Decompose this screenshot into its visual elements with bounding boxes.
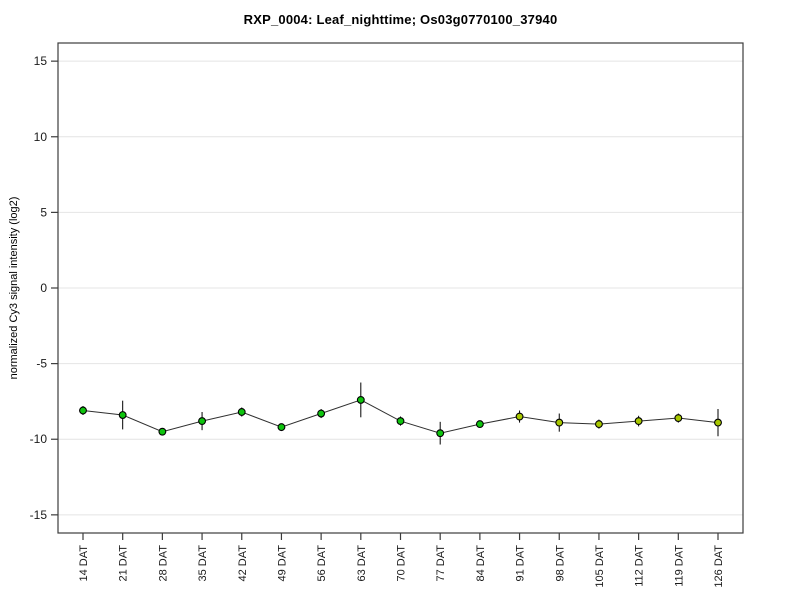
x-tick-label: 70 DAT: [396, 545, 408, 582]
data-point: [555, 418, 564, 427]
x-tick-label: 91 DAT: [515, 545, 527, 582]
data-point: [436, 429, 445, 438]
y-tick-label: -15: [30, 508, 48, 522]
x-tick-label: 42 DAT: [237, 545, 249, 582]
x-tick-label: 63 DAT: [356, 545, 368, 582]
data-point: [198, 417, 207, 426]
x-tick-label: 105 DAT: [594, 545, 606, 588]
x-tick-label: 84 DAT: [475, 545, 487, 582]
data-point: [475, 420, 484, 429]
x-tick-label: 112 DAT: [634, 545, 646, 587]
x-tick-label: 35 DAT: [197, 545, 209, 582]
data-point: [515, 412, 524, 421]
x-tick-label: 98 DAT: [554, 545, 566, 582]
y-tick-label: 5: [40, 205, 47, 219]
y-tick-label: 0: [40, 281, 47, 295]
data-point: [356, 395, 365, 404]
data-point: [674, 414, 683, 423]
data-point: [317, 409, 326, 418]
y-tick-label: 15: [34, 54, 48, 68]
x-tick-label: 49 DAT: [276, 545, 288, 582]
y-tick-label: 10: [34, 130, 48, 144]
x-tick-label: 14 DAT: [78, 545, 90, 582]
data-point: [277, 423, 286, 432]
chart-title: RXP_0004: Leaf_nighttime; Os03g0770100_3…: [243, 12, 558, 27]
data-point: [79, 406, 87, 415]
x-tick-label: 56 DAT: [316, 545, 328, 582]
data-point: [237, 408, 246, 416]
data-point: [634, 417, 643, 426]
x-tick-label: 28 DAT: [157, 545, 169, 582]
x-tick-label: 119 DAT: [673, 545, 685, 587]
data-point: [594, 420, 603, 429]
data-point: [396, 417, 405, 426]
data-point: [158, 427, 167, 436]
data-point: [118, 411, 127, 419]
x-tick-label: 126 DAT: [713, 545, 725, 588]
y-tick-label: -10: [30, 432, 48, 446]
x-tick-label: 21 DAT: [118, 545, 130, 582]
data-point: [714, 418, 722, 427]
y-tick-label: -5: [36, 357, 47, 371]
x-tick-label: 77 DAT: [435, 545, 447, 582]
